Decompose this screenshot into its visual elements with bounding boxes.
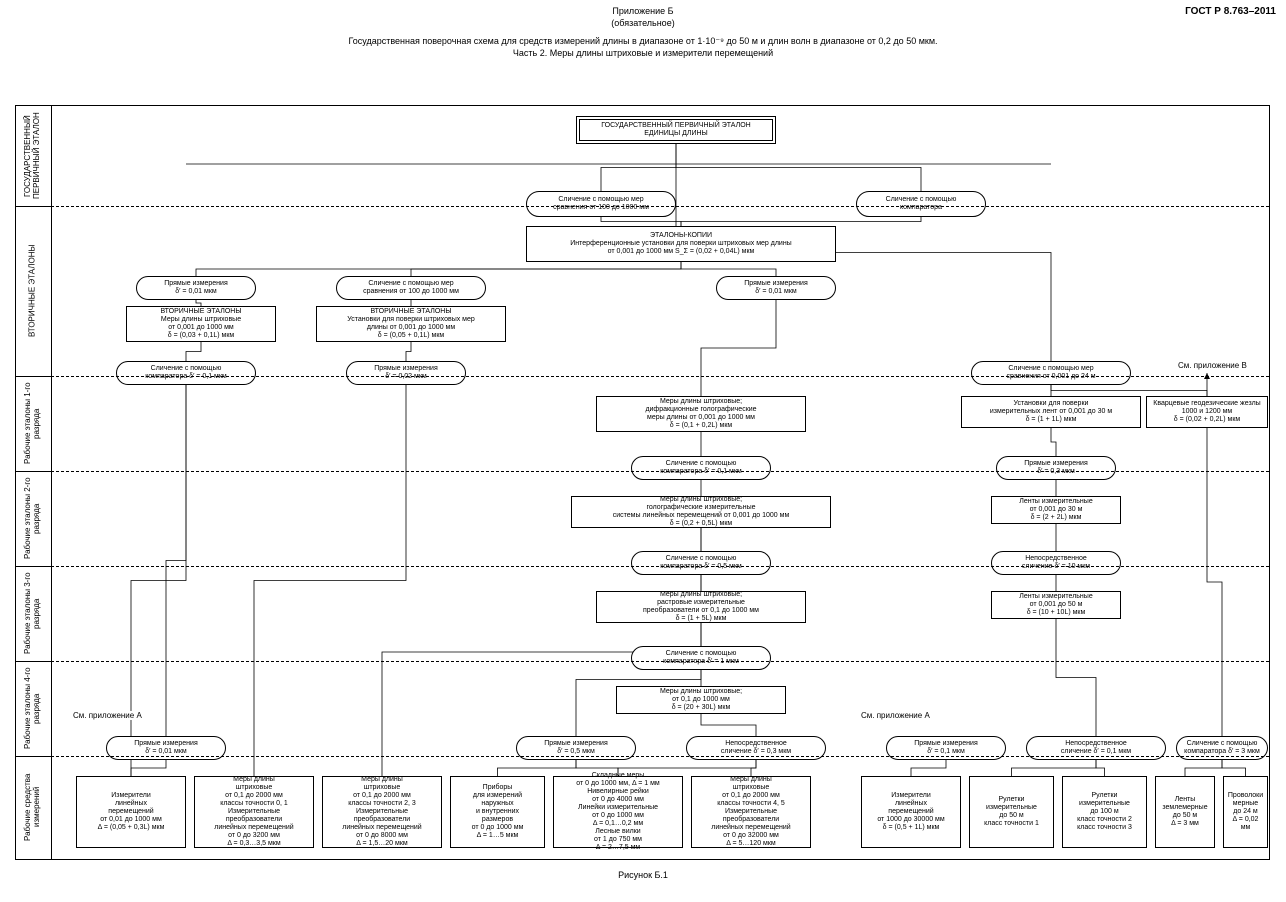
node-m_top_right: Сличение с помощьюкомпаратора (856, 191, 986, 217)
row-sep-r6 (16, 756, 51, 757)
node-n_sec2: ВТОРИЧНЫЕ ЭТАЛОНЫУстановки для поверки ш… (316, 306, 506, 342)
node-m_comp01: Сличение с помощьюкомпаратора δ′ = 0,1 м… (116, 361, 256, 385)
row-label-r5: Рабочие эталоны 4-го разряда (18, 661, 48, 756)
node-n_b9: Рулеткиизмерительныедо 100 мкласс точнос… (1062, 776, 1147, 848)
node-m_direct03: Прямые измеренияδ′ = 0,3 мкм (996, 456, 1116, 480)
node-n_b11: Проволокимерныедо 24 мΔ = 0,02 мм (1223, 776, 1268, 848)
ext-label-ext_a1: См. приложение А (71, 711, 144, 720)
row-label-r6: Рабочие средства измерений (18, 756, 48, 858)
row-sep-r1 (16, 206, 51, 207)
node-m_direct10: Непосредственноесличение δ′ = 10 мкм (991, 551, 1121, 575)
row-label-separator (51, 106, 52, 859)
node-n_primary: ГОСУДАРСТВЕННЫЙ ПЕРВИЧНЫЙ ЭТАЛОНЕДИНИЦЫ … (576, 116, 776, 144)
node-m_comp05: Сличение с помощьюкомпаратора δ′ = 0,5 м… (631, 551, 771, 575)
node-n_b6: Меры длиныштриховыеот 0,1 до 2000 ммклас… (691, 776, 811, 848)
node-n_work1_a: Меры длины штриховые;дифракционные голог… (596, 396, 806, 432)
figure-caption: Рисунок Б.1 (0, 870, 1286, 880)
appendix-label: Приложение Б (0, 6, 1286, 16)
ext-label-ext_a2: См. приложение А (859, 711, 932, 720)
row-label-r2: Рабочие эталоны 1-го разряда (18, 376, 48, 471)
diagram-frame: ГОСУДАРСТВЕННЫЙ ПЕРВИЧНЫЙ ЭТАЛОНЕДИНИЦЫ … (15, 105, 1270, 860)
row-dash-r4 (51, 566, 1269, 567)
row-dash-r3 (51, 471, 1269, 472)
node-m_compare24: Сличение с помощью мерсравнения от 0,001… (971, 361, 1131, 385)
node-n_b3: Меры длиныштриховыеот 0,1 до 2000 ммклас… (322, 776, 442, 848)
mandatory-label: (обязательное) (0, 18, 1286, 28)
node-m_direct1: Прямые измеренияδ′ = 0,01 мкм (136, 276, 256, 300)
node-n_work3_b: Ленты измерительныеот 0,001 до 50 мδ = (… (991, 591, 1121, 619)
diagram-subtitle: Часть 2. Меры длины штриховые и измерите… (0, 48, 1286, 58)
node-n_work1_b: Установки для поверкиизмерительных лент … (961, 396, 1141, 428)
row-label-r3: Рабочие эталоны 2-го разряда (18, 471, 48, 566)
node-n_b8: Рулеткиизмерительныедо 50 мкласс точност… (969, 776, 1054, 848)
node-m_top_left: Сличение с помощью мерсравнения от 100 д… (526, 191, 676, 217)
node-m_direct2: Прямые измеренияδ′ = 0,01 мкм (716, 276, 836, 300)
node-n_b5: Складные мерыот 0 до 1000 мм, Δ = 1 ммНи… (553, 776, 683, 848)
row-dash-r6 (51, 756, 1269, 757)
node-n_etal_copy: ЭТАЛОНЫ-КОПИИИнтерференционные установки… (526, 226, 836, 262)
row-dash-r1 (51, 206, 1269, 207)
node-m_compare100: Сличение с помощью мерсравнения от 100 д… (336, 276, 486, 300)
node-n_b7: Измерителилинейныхперемещенийот 1000 до … (861, 776, 961, 848)
row-dash-r2 (51, 376, 1269, 377)
node-n_work2_a: Меры длины штриховые;голографические изм… (571, 496, 831, 528)
node-m_comp01b: Сличение с помощьюкомпаратора δ′ = 0,1 м… (631, 456, 771, 480)
node-m_direct002: Прямые измеренияδ′ = 0,02 мкм (346, 361, 466, 385)
ext-label-ext_b: См. приложение В (1176, 361, 1249, 370)
row-dash-r5 (51, 661, 1269, 662)
node-n_b4: Приборыдля измеренийнаружныхи внутренних… (450, 776, 545, 848)
row-label-r4: Рабочие эталоны 3-го разряда (18, 566, 48, 661)
node-n_work3_a: Меры длины штриховые;растровые измерител… (596, 591, 806, 623)
row-sep-r4 (16, 566, 51, 567)
node-n_work2_b: Ленты измерительныеот 0,001 до 30 мδ = (… (991, 496, 1121, 524)
row-label-r0: ГОСУДАРСТВЕННЫЙ ПЕРВИЧНЫЙ ЭТАЛОН (18, 106, 48, 206)
node-n_work4_a: Меры длины штриховые;от 0,1 до 1000 ммδ … (616, 686, 786, 714)
node-n_b10: Лентыземлемерныедо 50 мΔ = 3 мм (1155, 776, 1215, 848)
node-n_work1_c: Кварцевые геодезические жезлы1000 и 1200… (1146, 396, 1268, 428)
node-n_b2: Меры длиныштриховыеот 0,1 до 2000 ммклас… (194, 776, 314, 848)
diagram-title: Государственная поверочная схема для сре… (0, 36, 1286, 47)
node-n_b1: Измерителилинейныхперемещенийот 0,01 до … (76, 776, 186, 848)
node-n_sec1: ВТОРИЧНЫЕ ЭТАЛОНЫМеры длины штриховыеот … (126, 306, 276, 342)
node-m_comp1: Сличение с помощьюкомпаратора δ′ = 1 мкм (631, 646, 771, 670)
row-sep-r5 (16, 661, 51, 662)
row-label-r1: ВТОРИЧНЫЕ ЭТАЛОНЫ (18, 206, 48, 376)
row-sep-r3 (16, 471, 51, 472)
row-sep-r2 (16, 376, 51, 377)
